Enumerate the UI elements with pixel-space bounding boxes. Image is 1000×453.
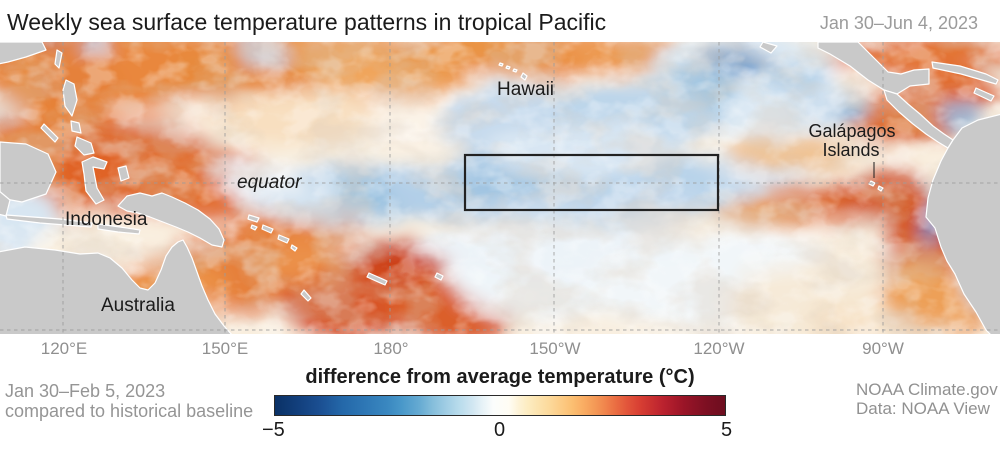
svg-text:Islands: Islands: [822, 140, 879, 160]
svg-text:Hawaii: Hawaii: [497, 79, 554, 100]
svg-text:Australia: Australia: [101, 295, 175, 316]
svg-text:Galápagos: Galápagos: [808, 121, 895, 141]
svg-text:equator: equator: [237, 172, 302, 193]
svg-text:Indonesia: Indonesia: [65, 209, 148, 230]
